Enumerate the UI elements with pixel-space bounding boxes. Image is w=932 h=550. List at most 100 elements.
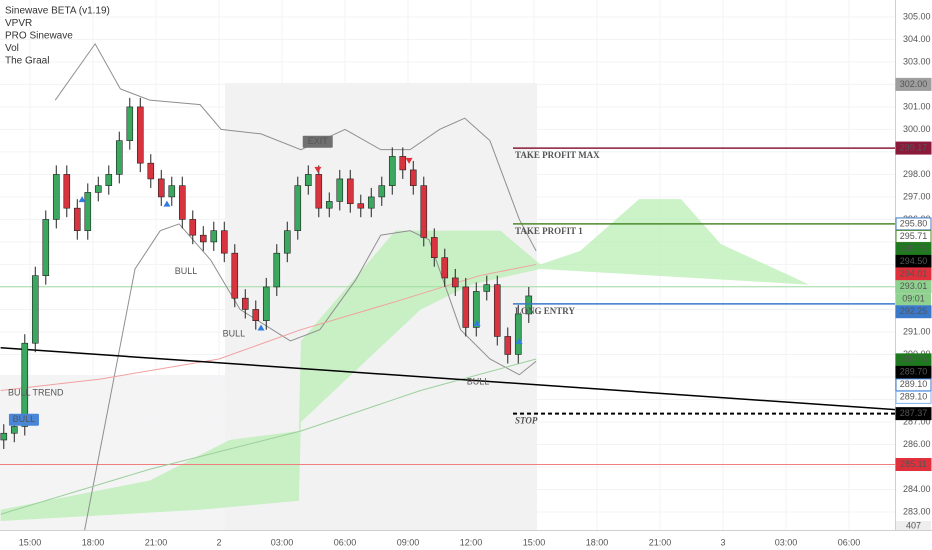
candle-body: [115, 140, 123, 175]
level-label: TAKE PROFIT 1: [515, 226, 583, 236]
y-tick-label: 287.00: [903, 416, 931, 426]
price-tag-label: 285.11: [900, 459, 927, 469]
signal-arrow: [473, 319, 481, 326]
price-tag: [895, 141, 932, 155]
annotation: BULL: [467, 376, 490, 386]
candle-body: [42, 219, 50, 276]
candle-body: [178, 185, 186, 220]
candle-body: [63, 174, 71, 209]
candle-body: [483, 284, 491, 292]
candle-body: [136, 106, 144, 164]
price-tag-label: 295.71: [900, 243, 928, 253]
candle-body: [210, 230, 218, 243]
cloud: [0, 199, 810, 521]
price-tag-label: 293.01: [900, 281, 928, 291]
countdown-label: 09:01: [902, 294, 925, 304]
indicator-line: [0, 263, 537, 391]
candle-body: [84, 192, 92, 231]
candle-body: [294, 185, 302, 231]
candle-body: [52, 174, 60, 220]
candle-body: [336, 178, 344, 202]
candle-body: [399, 156, 407, 171]
annotation: BULL: [223, 328, 246, 338]
price-tag-label: 289.10: [900, 392, 928, 402]
annotation-box: [8, 413, 39, 426]
candle-body: [168, 185, 176, 198]
x-tick-label: 15:00: [19, 537, 42, 547]
candle-body: [346, 178, 354, 204]
volume-label: 407: [906, 520, 921, 530]
price-tag-label: 289.10: [900, 379, 928, 389]
candle-body: [0, 432, 8, 441]
x-tick-label: 3: [721, 537, 726, 547]
candle-body: [451, 277, 459, 288]
y-tick-label: 304.00: [903, 34, 931, 44]
candle-body: [441, 257, 449, 279]
candle-body: [31, 275, 39, 344]
candle-body: [252, 309, 260, 322]
price-tag-label: 295.80: [900, 218, 928, 228]
y-tick-label: 303.00: [903, 56, 931, 66]
x-tick-label: 15:00: [523, 537, 546, 547]
plot-area: TAKE PROFIT MAX TAKE PROFIT 1 LONG ENTRY ST…: [0, 0, 896, 531]
candle-body: [357, 203, 365, 209]
signal-arrow: [515, 337, 523, 344]
price-tag-label: 294.50: [900, 256, 928, 266]
candle-body: [525, 295, 533, 315]
candle-body: [325, 201, 333, 209]
price-tag-label: 292.25: [900, 306, 928, 316]
annotation: BULL: [13, 414, 36, 424]
candle-body: [21, 342, 29, 427]
price-tag: [895, 77, 932, 91]
y-tick-label: 291.00: [903, 326, 931, 336]
x-tick-label: 03:00: [775, 537, 798, 547]
y-tick-label: 284.00: [903, 484, 931, 494]
indicator-name: The Graal: [5, 56, 49, 67]
candle-body: [231, 252, 239, 299]
x-tick-label: 18:00: [82, 537, 105, 547]
annotation-box: [302, 135, 333, 148]
x-tick-label: 06:00: [838, 537, 861, 547]
candle-body: [472, 291, 480, 328]
candle-body: [378, 185, 386, 198]
price-tag: [895, 305, 932, 319]
x-tick-label: 06:00: [334, 537, 357, 547]
indicator-name: Sinewave BETA (v1.19): [5, 6, 110, 17]
signal-arrow: [257, 324, 265, 331]
candle-body: [105, 174, 113, 186]
x-tick-label: 12:00: [460, 537, 483, 547]
level-label: TAKE PROFIT MAX: [515, 150, 600, 160]
candle-body: [73, 207, 81, 231]
indicator-line: [84, 223, 537, 531]
candle-body: [514, 313, 522, 355]
candle-body: [273, 252, 281, 288]
price-tag-label: 295.71: [900, 231, 928, 241]
signal-arrow: [405, 157, 413, 164]
volume-tag: [896, 521, 931, 530]
candle-body: [157, 178, 165, 198]
y-tick-label: 305.00: [903, 11, 931, 21]
candle-body: [147, 162, 155, 180]
indicator-name: Vol: [5, 43, 19, 54]
candle-body: [504, 336, 512, 355]
candle-body: [367, 196, 375, 209]
candle-body: [462, 286, 470, 328]
countdown-tag: [896, 293, 931, 306]
signal-arrow: [163, 200, 171, 207]
candle-body: [262, 286, 270, 322]
candle-body: [409, 169, 417, 186]
y-tick-label: 286.00: [903, 439, 931, 449]
x-tick-label: 2: [217, 537, 222, 547]
candle-body: [241, 297, 249, 310]
y-tick-label: 301.00: [903, 101, 931, 111]
annotation: EXIT: [308, 136, 329, 146]
candle-body: [199, 234, 207, 243]
price-tag-label: 289.76: [900, 354, 928, 364]
indicator-line: [0, 346, 896, 411]
x-tick-label: 21:00: [145, 537, 168, 547]
y-tick-label: 298.00: [903, 169, 931, 179]
price-tag: [895, 267, 932, 281]
candle-body: [10, 426, 18, 434]
signal-arrow: [78, 196, 86, 203]
